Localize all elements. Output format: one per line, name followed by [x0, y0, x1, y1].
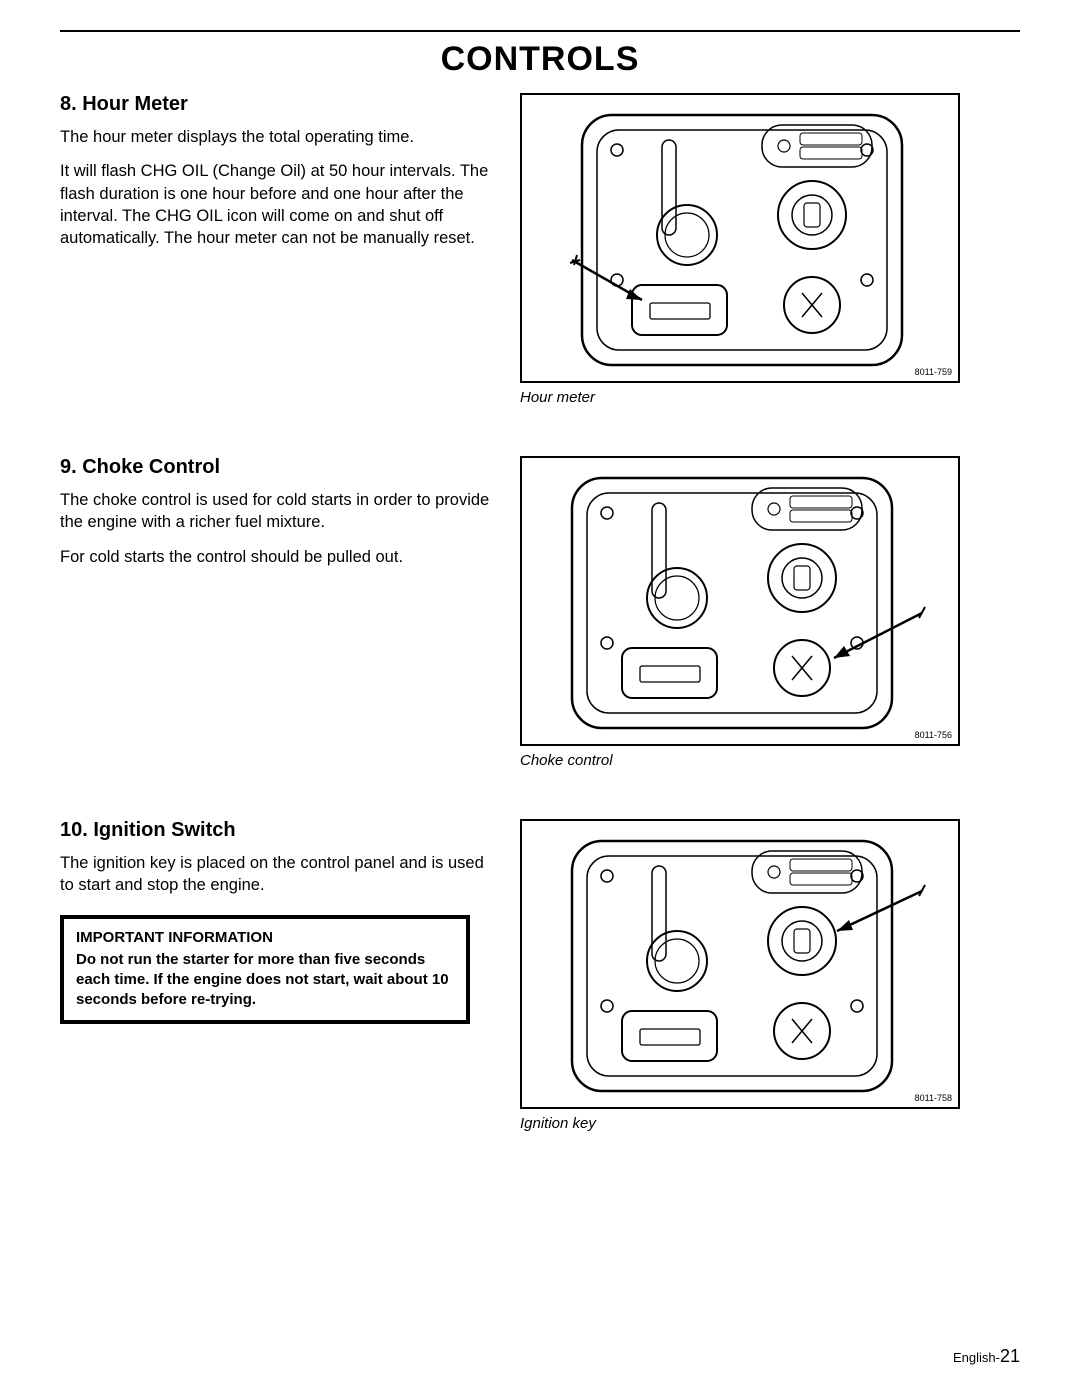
figure-hour-meter: 8011-759: [520, 93, 960, 383]
figure-column: 8011-759 Hour meter: [520, 93, 960, 406]
text-column: 10. Ignition Switch The ignition key is …: [60, 819, 490, 1024]
important-info-box: IMPORTANT INFORMATION Do not run the sta…: [60, 915, 470, 1025]
figure-column: 8011-756 Choke control: [520, 456, 960, 769]
figure-code: 8011-758: [915, 1093, 952, 1103]
control-panel-diagram-icon: [522, 95, 962, 385]
figure-code: 8011-759: [915, 367, 952, 377]
section-heading: 9. Choke Control: [60, 456, 490, 479]
section-hour-meter: 8. Hour Meter The hour meter displays th…: [60, 93, 1020, 406]
info-box-text: Do not run the starter for more than fiv…: [76, 950, 454, 1011]
figure-code: 8011-756: [915, 730, 952, 740]
footer-label: English-: [953, 1350, 1000, 1365]
figure-caption: Hour meter: [520, 389, 960, 406]
figure-column: 8011-758 Ignition key: [520, 819, 960, 1132]
figure-caption: Choke control: [520, 752, 960, 769]
info-box-title: IMPORTANT INFORMATION: [76, 929, 454, 946]
control-panel-diagram-icon: [522, 821, 962, 1111]
control-panel-diagram-icon: [522, 458, 962, 748]
figure-caption: Ignition key: [520, 1115, 960, 1132]
footer-page-number: 21: [1000, 1346, 1020, 1366]
manual-page: CONTROLS 8. Hour Meter The hour meter di…: [0, 0, 1080, 1397]
paragraph: The hour meter displays the total operat…: [60, 126, 490, 148]
section-heading: 8. Hour Meter: [60, 93, 490, 116]
paragraph: It will flash CHG OIL (Change Oil) at 50…: [60, 160, 490, 249]
top-rule: [60, 30, 1020, 32]
page-title: CONTROLS: [60, 40, 1020, 79]
paragraph: The choke control is used for cold start…: [60, 489, 490, 534]
page-footer: English-21: [953, 1346, 1020, 1367]
paragraph: The ignition key is placed on the contro…: [60, 852, 490, 897]
figure-choke-control: 8011-756: [520, 456, 960, 746]
section-choke-control: 9. Choke Control The choke control is us…: [60, 456, 1020, 769]
text-column: 9. Choke Control The choke control is us…: [60, 456, 490, 580]
text-column: 8. Hour Meter The hour meter displays th…: [60, 93, 490, 261]
paragraph: For cold starts the control should be pu…: [60, 546, 490, 568]
section-heading: 10. Ignition Switch: [60, 819, 490, 842]
section-ignition-switch: 10. Ignition Switch The ignition key is …: [60, 819, 1020, 1132]
figure-ignition-key: 8011-758: [520, 819, 960, 1109]
